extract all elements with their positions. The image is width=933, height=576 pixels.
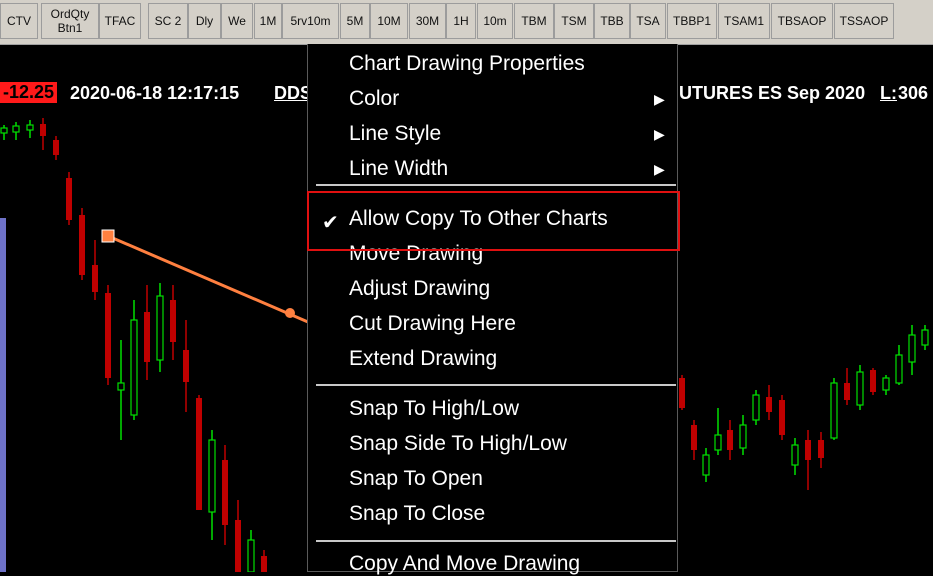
menu-separator (316, 184, 676, 186)
candlestick (870, 368, 876, 395)
toolbar-button-tsa[interactable]: TSA (630, 3, 666, 39)
triangle-right-icon: ▶ (654, 91, 665, 107)
drawing-midpoint-handle[interactable] (285, 308, 295, 318)
menu-item-allow-copy-to-other-charts[interactable]: Allow Copy To Other Charts (349, 207, 608, 230)
candlestick (830, 378, 838, 440)
candlestick (247, 530, 255, 572)
last-value: 306 (898, 83, 929, 103)
menu-item-adjust-drawing[interactable]: Adjust Drawing (349, 277, 491, 300)
chart-toolbar: CTV OrdQty Btn1 TFAC SC 2 Dly We 1M 5rv10m 5M 10M… (0, 0, 933, 45)
toolbar-button-tbm[interactable]: TBM (514, 3, 554, 39)
candlestick (679, 375, 685, 410)
menu-separator (316, 384, 676, 386)
candlestick (170, 285, 176, 360)
candlestick (921, 325, 929, 350)
candlestick (196, 395, 202, 510)
menu-item-snap-side-to-high-low[interactable]: Snap Side To High/Low (349, 432, 567, 455)
menu-item-chart-drawing-properties[interactable]: Chart Drawing Properties (349, 52, 585, 75)
menu-item-extend-drawing[interactable]: Extend Drawing (349, 347, 498, 370)
candlestick (844, 368, 850, 405)
toolbar-button-1h[interactable]: 1H (446, 3, 476, 39)
toolbar-button-10m[interactable]: 10M (370, 3, 408, 39)
drawing-context-menu: Chart Drawing Properties Color ▶ Line Style… (307, 44, 680, 575)
candlestick (856, 365, 864, 410)
menu-item-copy-and-move-drawing[interactable]: Copy And Move Drawing (349, 552, 581, 575)
drawing-anchor-handle[interactable] (101, 229, 115, 243)
menu-item-move-drawing[interactable]: Move Drawing (349, 242, 484, 265)
candlestick (908, 325, 916, 375)
chart-datetime: 2020-06-18 12:17:15 (70, 83, 240, 103)
candlestick (117, 340, 125, 440)
trend-line-drawing[interactable] (107, 234, 309, 324)
candlestick (40, 118, 46, 150)
toolbar-button-tsam1[interactable]: TSAM1 (718, 3, 770, 39)
candlestick (26, 120, 34, 138)
candlestick (714, 408, 722, 455)
toolbar-button-tbsaop[interactable]: TBSAOP (771, 3, 833, 39)
candlestick (12, 122, 20, 140)
candlestick (66, 172, 72, 225)
toolbar-button-tsm[interactable]: TSM (554, 3, 594, 39)
candlestick (882, 375, 890, 395)
candlestick (805, 430, 811, 490)
candlestick (235, 500, 241, 572)
candlestick (208, 430, 216, 540)
dd-label[interactable]: DDS (274, 83, 313, 103)
candlestick (895, 345, 903, 385)
chart-info-bar: -12.25 2020-06-18 12:17:15 DDS UTURES ES… (0, 80, 933, 108)
candlestick (818, 432, 824, 468)
candlestick (156, 283, 164, 372)
candlestick (691, 420, 697, 460)
candlestick (739, 415, 747, 455)
checkmark-icon: ✔ (322, 212, 339, 234)
candlestick (702, 448, 710, 482)
toolbar-button-30m[interactable]: 30M (409, 3, 446, 39)
toolbar-button-ctv[interactable]: CTV (0, 3, 38, 39)
menu-item-snap-to-high-low[interactable]: Snap To High/Low (349, 397, 520, 420)
candlestick (53, 136, 59, 160)
candlestick (183, 320, 189, 412)
candlestick (0, 125, 8, 140)
symbol-label: UTURES ES Sep 2020 (679, 83, 866, 103)
menu-item-snap-to-open[interactable]: Snap To Open (349, 467, 483, 490)
menu-item-line-width[interactable]: Line Width (349, 157, 449, 180)
toolbar-button-5m[interactable]: 5M (340, 3, 370, 39)
toolbar-button-tfac[interactable]: TFAC (99, 3, 141, 39)
chart-region-bar (0, 218, 6, 572)
price-change: -12.25 (0, 82, 58, 103)
menu-separator (316, 540, 676, 542)
triangle-right-icon: ▶ (654, 161, 665, 177)
toolbar-button-10m[interactable]: 10m (477, 3, 513, 39)
menu-item-snap-to-close[interactable]: Snap To Close (349, 502, 486, 525)
candlestick (222, 445, 228, 545)
toolbar-button-dly[interactable]: Dly (188, 3, 221, 39)
menu-item-line-style[interactable]: Line Style (349, 122, 442, 145)
candlestick (752, 390, 760, 425)
last-label[interactable]: L: (880, 83, 897, 103)
toolbar-button-we[interactable]: We (221, 3, 253, 39)
menu-item-cut-drawing-here[interactable]: Cut Drawing Here (349, 312, 516, 335)
toolbar-button-1m[interactable]: 1M (254, 3, 282, 39)
toolbar-button-ordqty-btn1[interactable]: OrdQty Btn1 (41, 3, 99, 39)
highlight-box (307, 191, 680, 251)
toolbar-button-tbb[interactable]: TBB (594, 3, 630, 39)
candlestick (766, 385, 772, 420)
candlestick (779, 395, 785, 440)
candlestick (727, 420, 733, 460)
toolbar-button-tssaop[interactable]: TSSAOP (834, 3, 894, 39)
candlestick (79, 208, 85, 280)
candlestick (92, 240, 98, 300)
price-chart[interactable] (0, 108, 933, 572)
menu-item-color[interactable]: Color (349, 87, 400, 110)
candlestick (261, 550, 267, 572)
candlestick (144, 285, 150, 380)
toolbar-button-5rv10m[interactable]: 5rv10m (282, 3, 339, 39)
toolbar-button-sc-2[interactable]: SC 2 (148, 3, 188, 39)
candlestick (130, 300, 138, 420)
candlestick (791, 438, 799, 475)
candlestick (105, 285, 111, 385)
triangle-right-icon: ▶ (654, 126, 665, 142)
toolbar-button-tbbp1[interactable]: TBBP1 (667, 3, 717, 39)
